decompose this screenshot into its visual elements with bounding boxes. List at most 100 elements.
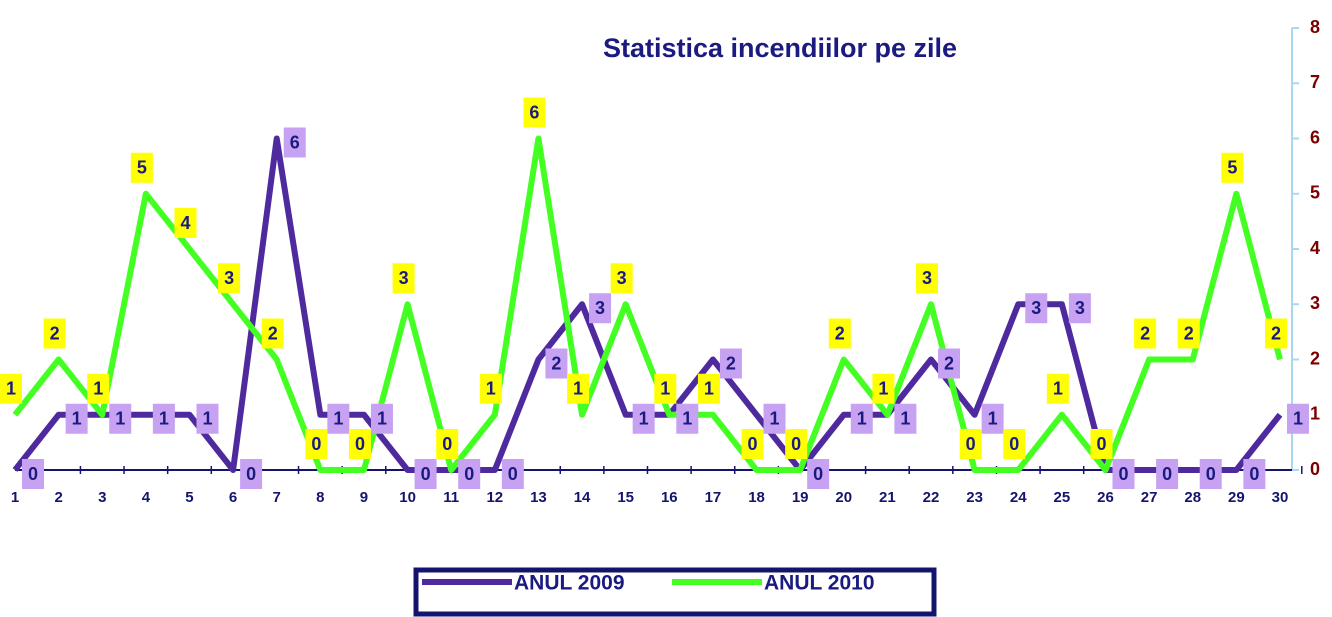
value-label-bg (894, 403, 917, 434)
value-label: 0 (464, 464, 474, 484)
value-label-bg (1046, 373, 1069, 404)
x-tick-label: 21 (879, 489, 896, 506)
y-tick-label: 4 (1310, 238, 1320, 258)
value-label: 3 (1075, 298, 1085, 318)
x-tick-label: 22 (923, 489, 940, 506)
value-label-bg (959, 429, 982, 459)
x-tick-label: 1 (11, 489, 19, 506)
value-label-bg (719, 348, 742, 379)
x-tick-label: 4 (142, 489, 151, 506)
x-tick-label: 25 (1054, 489, 1071, 506)
value-label: 0 (791, 434, 801, 454)
x-tick-label: 18 (748, 489, 765, 506)
y-tick-label: 8 (1310, 17, 1320, 37)
value-label-bg (392, 263, 415, 294)
value-label: 0 (1206, 464, 1216, 484)
value-label-bg (807, 459, 830, 489)
value-label-bg (589, 293, 612, 324)
x-tick-label: 29 (1228, 489, 1245, 506)
y-tick-label: 1 (1310, 404, 1320, 424)
value-label: 2 (1184, 323, 1194, 343)
value-label: 1 (377, 409, 387, 429)
value-label-bg (501, 459, 524, 489)
value-label: 1 (573, 379, 583, 399)
x-tick-label: 28 (1184, 489, 1201, 506)
value-label: 1 (333, 409, 343, 429)
y-tick-label: 7 (1310, 72, 1320, 92)
x-tick-label: 15 (617, 489, 634, 506)
value-label: 2 (835, 323, 845, 343)
value-label: 2 (551, 353, 561, 373)
value-label: 1 (639, 409, 649, 429)
x-tick-label: 30 (1272, 489, 1289, 506)
x-tick-label: 9 (360, 489, 368, 506)
value-label: 0 (1096, 434, 1106, 454)
x-tick-label: 20 (835, 489, 852, 506)
y-tick-label: 3 (1310, 293, 1320, 313)
value-label-bg (436, 429, 459, 459)
value-label: 2 (268, 323, 278, 343)
value-label: 0 (1009, 434, 1019, 454)
x-tick-label: 6 (229, 489, 237, 506)
value-label-bg (828, 318, 851, 349)
x-tick-label: 11 (443, 489, 459, 506)
value-label-bg (305, 429, 328, 459)
x-tick-label: 3 (98, 489, 106, 506)
value-label: 0 (421, 464, 431, 484)
value-label-bg (567, 373, 590, 404)
value-label-bg (850, 403, 873, 434)
y-tick-label: 6 (1310, 127, 1320, 147)
value-label-bg (218, 263, 241, 294)
value-label: 2 (1271, 323, 1281, 343)
value-label-bg (196, 403, 219, 434)
value-label: 0 (748, 434, 758, 454)
value-label-bg (87, 373, 110, 404)
x-tick-label: 2 (54, 489, 62, 506)
value-label-bg (130, 152, 153, 183)
value-label: 0 (311, 434, 321, 454)
value-label: 0 (966, 434, 976, 454)
value-label-bg (1243, 459, 1266, 489)
value-label-bg (458, 459, 481, 489)
value-label-bg (370, 403, 393, 434)
value-label: 2 (726, 353, 736, 373)
value-label-bg (22, 459, 44, 489)
value-label: 3 (617, 268, 627, 288)
value-label-bg (1112, 459, 1135, 489)
value-label-bg (523, 97, 546, 128)
value-label: 0 (1249, 464, 1259, 484)
value-label: 1 (159, 409, 169, 429)
value-label: 1 (6, 379, 16, 399)
value-label: 1 (486, 379, 496, 399)
y-tick-label: 5 (1310, 183, 1320, 203)
value-label-bg (327, 403, 350, 434)
y-tick-label: 0 (1310, 459, 1320, 479)
value-label-bg (0, 373, 22, 404)
x-tick-label: 12 (486, 489, 503, 506)
y-tick-label: 2 (1310, 348, 1320, 368)
value-label: 5 (1227, 158, 1237, 178)
value-label-bg (1025, 293, 1048, 324)
value-label: 2 (944, 353, 954, 373)
value-label-bg (1068, 293, 1091, 324)
value-label-bg (1221, 152, 1244, 183)
value-label-bg (1199, 459, 1222, 489)
value-label-bg (763, 403, 786, 434)
value-label-bg (479, 373, 502, 404)
x-tick-label: 8 (316, 489, 324, 506)
value-label-bg (1286, 403, 1309, 434)
value-label: 1 (900, 409, 910, 429)
value-label: 3 (1031, 298, 1041, 318)
value-label-bg (938, 348, 961, 379)
x-tick-label: 23 (966, 489, 983, 506)
value-label: 0 (1118, 464, 1128, 484)
value-label-bg (348, 429, 371, 459)
value-label: 1 (682, 409, 692, 429)
legend-label: ANUL 2010 (764, 572, 875, 595)
value-label-bg (545, 348, 568, 379)
x-tick-label: 26 (1097, 489, 1114, 506)
legend-box (413, 567, 937, 617)
value-label: 1 (1053, 379, 1063, 399)
x-tick-label: 13 (530, 489, 547, 506)
value-label: 1 (878, 379, 888, 399)
